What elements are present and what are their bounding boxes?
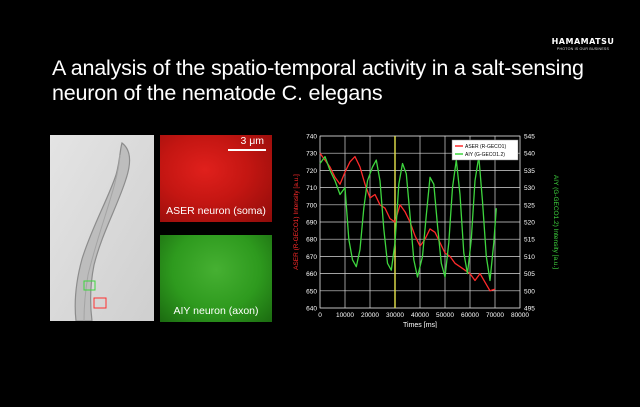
y-left-tick-label: 640 [306,306,317,313]
intensity-chart: 640 495 650 500 660 505 670 510 680 515 690 520 700 5… [293,134,559,329]
y-right-tick-label: 535 [524,168,535,175]
scale-bar [228,149,266,151]
y-right-tick-label: 520 [524,220,535,227]
aiy-roi-box [83,280,96,291]
aiy-label: AIY neuron (axon) [173,305,259,317]
y-right-tick-label: 540 [524,151,535,158]
y-right-tick-label: 505 [524,271,535,278]
y-left-tick-label: 720 [306,168,317,175]
legend-box [451,139,519,161]
aiy-fluorescence-image: AIY neuron (axon) [160,235,272,322]
worm-body [74,142,131,321]
scale-label: 3 μm [240,135,264,147]
x-tick-label: 0 [318,312,322,319]
y-left-tick-label: 710 [306,185,317,192]
y-left-tick-label: 730 [306,151,317,158]
y-left-tick-label: 700 [306,202,317,209]
y-left-tick-label: 740 [306,134,317,141]
x-tick-label: 50000 [436,312,454,319]
aser-series-line [319,152,496,292]
x-tick-label: 80000 [511,312,529,319]
y-right-tick-label: 545 [524,134,535,141]
worm-illustration [50,135,154,321]
y-left-axis-label: ASER (R-GECO1) Intensity [a.u.] [293,174,300,270]
y-left-tick-label: 680 [306,237,317,244]
y-left-tick-label: 660 [306,271,317,278]
y-right-tick-label: 495 [524,306,535,313]
aser-roi-box [93,297,107,309]
y-left-tick-label: 670 [306,254,317,261]
brand-logo: HAMAMATSU PHOTON IS OUR BUSINESS [546,37,620,51]
y-left-tick-label: 650 [306,288,317,295]
x-tick-label: 70000 [486,312,504,319]
aiy-series-line [319,155,497,282]
y-right-tick-label: 500 [524,288,535,295]
y-right-tick-label: 515 [524,237,535,244]
legend-label: ASER (R-GECO1) [465,144,506,150]
slide-title: A analysis of the spatio-temporal activi… [52,56,584,105]
x-tick-label: 40000 [411,312,429,319]
worm-microscope-image [50,135,154,321]
legend-label: AIY (G-GECO1.2) [465,152,505,158]
x-tick-label: 60000 [461,312,479,319]
aser-label: ASER neuron (soma) [166,205,266,217]
y-right-tick-label: 510 [524,254,535,261]
y-right-axis-label: AIY (G-GECO1.2) Intensity [a.u.] [552,175,559,269]
brand-tagline: PHOTON IS OUR BUSINESS [556,47,610,51]
x-axis-label: Times [ms] [403,322,437,328]
brand-name: HAMAMATSU [551,37,615,46]
y-right-tick-label: 525 [524,202,535,209]
x-tick-label: 30000 [386,312,404,319]
y-left-tick-label: 690 [306,220,317,227]
aser-fluorescence-image: 3 μm ASER neuron (soma) [160,135,272,222]
y-right-tick-label: 530 [524,185,535,192]
x-tick-label: 20000 [361,312,379,319]
x-tick-label: 10000 [336,312,354,319]
